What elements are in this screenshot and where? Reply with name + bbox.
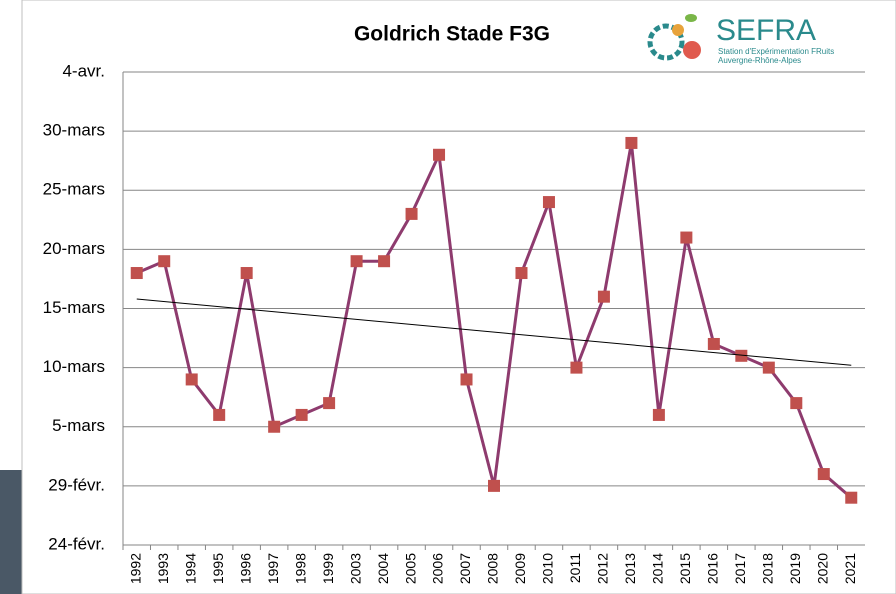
x-tick-label: 2020 [814,553,830,584]
y-tick-label: 5-mars [52,416,105,435]
x-tick-label: 2014 [650,553,666,584]
x-tick-label: 1997 [265,553,281,584]
x-tick-label: 2018 [760,553,776,584]
x-tick-label: 2008 [485,553,501,584]
y-tick-label: 30-mars [43,121,105,140]
logo-dot [683,41,701,59]
marker [763,362,775,374]
x-tick-label: 2015 [677,553,693,584]
x-tick-label: 2005 [402,553,418,584]
x-tick-label: 1999 [320,553,336,584]
marker [296,409,308,421]
x-tick-label: 1993 [155,553,171,584]
x-tick-label: 1992 [127,553,143,584]
y-tick-label: 15-mars [43,298,105,317]
marker [378,255,390,267]
x-tick-label: 2021 [842,553,858,584]
marker [461,373,473,385]
marker [433,149,445,161]
y-tick-label: 20-mars [43,239,105,258]
photo-fragment [0,470,22,594]
logo-line: Auvergne-Rhône-Alpes [718,56,801,65]
chart-title: Goldrich Stade F3G [354,23,550,46]
x-tick-label: 2016 [705,553,721,584]
marker [488,480,500,492]
marker [845,492,857,504]
logo-leaf [685,14,697,22]
y-tick-label: 10-mars [43,357,105,376]
marker [653,409,665,421]
logo-name: SEFRA [716,14,816,47]
x-tick-label: 2004 [375,553,391,584]
marker [818,468,830,480]
marker [241,267,253,279]
x-tick-label: 2006 [430,553,446,584]
marker [625,137,637,149]
marker [515,267,527,279]
x-tick-label: 2017 [732,553,748,584]
x-tick-label: 2007 [457,553,473,584]
x-tick-label: 2013 [622,553,638,584]
marker [570,362,582,374]
marker [323,397,335,409]
x-tick-label: 2012 [595,553,611,584]
marker [790,397,802,409]
logo-dot [672,24,684,36]
marker [598,291,610,303]
x-tick-label: 2011 [567,553,583,583]
marker [158,255,170,267]
x-tick-label: 2019 [787,553,803,584]
marker [213,409,225,421]
chart-frame [22,0,896,594]
y-tick-label: 25-mars [43,180,105,199]
marker [708,338,720,350]
marker [131,267,143,279]
logo-line: Station d'Expérimentation FRuits [718,47,834,56]
x-tick-label: 2010 [540,553,556,584]
y-tick-label: 24-févr. [48,534,105,553]
x-tick-label: 2003 [347,553,363,584]
x-tick-label: 1996 [237,553,253,584]
marker [680,232,692,244]
y-tick-label: 29-févr. [48,475,105,494]
marker [268,421,280,433]
marker [543,196,555,208]
y-tick-label: 4-avr. [62,61,105,80]
marker [186,373,198,385]
marker [406,208,418,220]
x-tick-label: 1995 [210,553,226,584]
x-tick-label: 1994 [182,553,198,584]
x-tick-label: 2009 [512,553,528,584]
chart: Goldrich Stade F3G SEFRA Station d'Expér… [0,0,896,594]
x-tick-label: 1998 [292,553,308,584]
marker [351,255,363,267]
